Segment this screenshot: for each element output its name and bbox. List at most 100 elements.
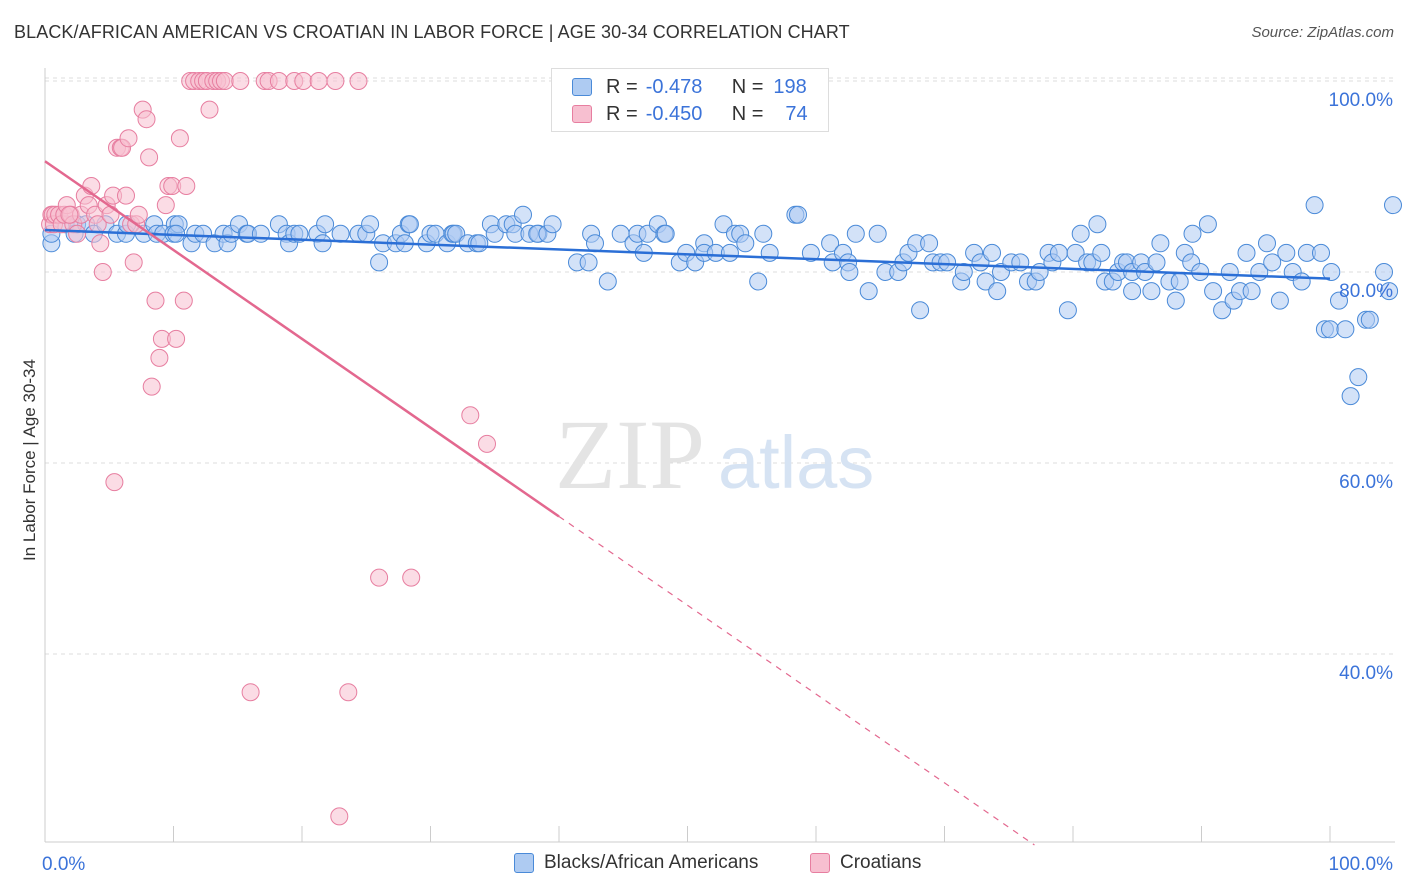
data-point (402, 568, 421, 587)
bottom-legend-blacks: Blacks/African Americans (514, 852, 758, 874)
data-point (656, 224, 675, 243)
y-tick-label: 60.0% (1339, 472, 1393, 493)
bottom-legend-label: Croatians (840, 852, 922, 873)
data-point (598, 272, 617, 291)
data-point (339, 683, 358, 702)
data-point (137, 110, 156, 129)
data-point (846, 224, 865, 243)
data-point (231, 72, 250, 90)
data-point (316, 215, 335, 234)
data-point (1151, 234, 1170, 253)
data-point (976, 272, 995, 291)
bottom-legend-swatch-pink (810, 853, 830, 873)
data-point (117, 186, 135, 205)
data-point (1213, 301, 1232, 320)
data-point (1242, 282, 1261, 301)
watermark-zip: ZIP (555, 399, 705, 510)
bottom-legend-label: Blacks/African Americans (544, 852, 759, 873)
data-point (349, 72, 368, 90)
data-point (167, 329, 186, 348)
data-point (1071, 224, 1090, 243)
data-point (1380, 282, 1399, 301)
trend-line-croatians (44, 160, 560, 518)
data-point (714, 215, 733, 234)
data-point (1198, 215, 1217, 234)
data-point (1270, 291, 1289, 310)
data-point (1330, 291, 1348, 310)
trend-line-blacks (44, 228, 1331, 280)
data-point (586, 234, 604, 253)
data-point (1147, 253, 1166, 272)
data-point (400, 215, 419, 234)
data-point (241, 683, 260, 702)
data-point (911, 301, 930, 320)
data-point (840, 263, 859, 281)
data-point (93, 263, 112, 281)
data-point (1204, 282, 1223, 301)
data-point (140, 148, 159, 167)
data-point (1142, 282, 1161, 301)
watermark-atlas: atlas (718, 421, 874, 504)
data-point (461, 406, 480, 425)
data-point (1170, 272, 1189, 291)
data-point (1375, 263, 1393, 281)
data-point (754, 224, 773, 243)
trend-lines (44, 160, 1331, 846)
data-point (101, 205, 120, 224)
y-tick-label: 100.0% (1329, 90, 1394, 111)
data-point (1341, 387, 1360, 406)
data-point (170, 129, 189, 148)
data-point (1220, 263, 1239, 281)
data-point (1360, 310, 1379, 329)
data-point (983, 243, 1001, 262)
data-point (749, 272, 768, 291)
data-point (514, 205, 532, 224)
data-point (1049, 243, 1068, 262)
y-axis-label: In Labor Force | Age 30-34 (20, 359, 39, 561)
data-point (954, 263, 973, 281)
data-point (1321, 320, 1339, 339)
tick-labels: 40.0% 60.0% 80.0% 100.0% 0.0% 100.0% (42, 90, 1393, 875)
series-croatians-points (41, 72, 496, 826)
legend-n-label: N = (731, 75, 764, 98)
data-point (1277, 243, 1296, 262)
data-point (150, 348, 169, 367)
data-point (326, 72, 345, 90)
data-point (1384, 196, 1402, 215)
data-point (1312, 243, 1330, 262)
data-point (91, 234, 110, 253)
data-point (789, 205, 807, 224)
stats-legend: R = -0.478 N = 198 R = -0.450 N = 74 (551, 68, 829, 132)
data-point (1258, 234, 1276, 253)
chart-title: BLACK/AFRICAN AMERICAN VS CROATIAN IN LA… (14, 22, 850, 42)
data-point (370, 253, 389, 272)
data-point (1092, 243, 1111, 262)
data-point (859, 282, 878, 301)
bottom-legend-swatch-blue (514, 853, 534, 873)
data-point (269, 72, 288, 90)
legend-r-label: R = (606, 75, 638, 98)
data-point (200, 100, 219, 119)
data-point (1322, 263, 1341, 281)
legend-n-label: N = (731, 102, 764, 125)
legend-n-value: 198 (773, 75, 807, 98)
data-point (156, 196, 175, 215)
data-point (1336, 320, 1355, 339)
legend-swatch-pink (572, 105, 592, 123)
bottom-legend-croatians: Croatians (810, 852, 921, 874)
y-tick-label: 40.0% (1339, 663, 1393, 684)
source-credit: Source: ZipAtlas.com (1251, 24, 1394, 41)
legend-r-value: -0.478 (645, 75, 703, 98)
data-point (177, 177, 196, 195)
data-point (60, 205, 79, 224)
data-point (579, 253, 598, 272)
legend-n-value: 74 (785, 102, 808, 125)
watermark: ZIP atlas (555, 399, 874, 510)
data-point (215, 72, 234, 90)
data-point (543, 215, 562, 234)
data-point (174, 291, 193, 310)
data-point (1237, 243, 1256, 262)
data-point (1305, 196, 1324, 215)
data-point (251, 224, 270, 243)
data-point (478, 434, 496, 453)
